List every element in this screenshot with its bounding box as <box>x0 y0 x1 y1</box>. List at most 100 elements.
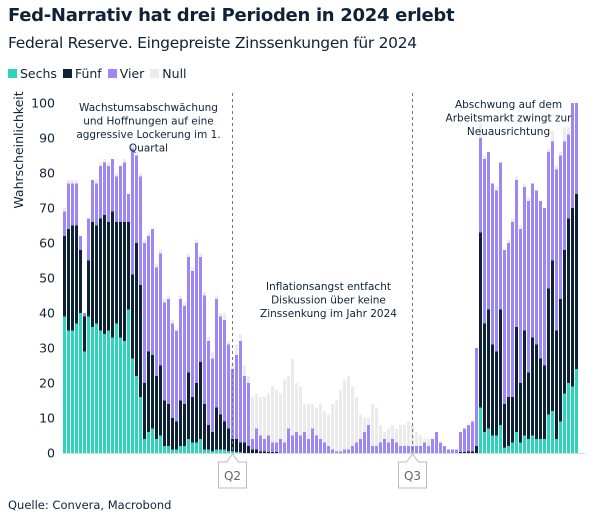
bar-segment-vier <box>247 383 250 446</box>
bar-segment-vier <box>179 299 182 401</box>
bar-segment-fünf <box>191 397 194 443</box>
bar-segment-vier <box>483 159 486 324</box>
legend-swatch <box>62 69 72 78</box>
bar-segment-sechs <box>235 451 238 453</box>
bar-segment-vier <box>375 446 378 453</box>
y-tick-label: 40 <box>39 306 55 321</box>
bar-segment-sechs <box>151 428 154 453</box>
bar-segment-vier <box>79 236 82 250</box>
bar-segment-null <box>527 197 530 201</box>
bar-segment-sechs <box>519 442 522 453</box>
bar-segment-vier <box>515 180 518 327</box>
bar-segment-fünf <box>139 285 142 397</box>
bar-segment-sechs <box>75 323 78 453</box>
y-tick-label: 80 <box>39 166 55 181</box>
annotation-text: Wachstumsabschwächung <box>79 102 218 114</box>
bar-segment-sechs <box>191 442 194 453</box>
bar-segment-vier <box>303 432 306 453</box>
bar-segment-null <box>427 439 430 446</box>
bar-segment-null <box>159 250 162 254</box>
annotation-text: Diskussion über keine <box>271 295 386 307</box>
bar-segment-vier <box>171 323 174 418</box>
bar-segment-sechs <box>551 411 554 453</box>
bar-segment-sechs <box>487 428 490 453</box>
bar-segment-null <box>355 397 358 443</box>
bar-segment-vier <box>479 138 482 233</box>
bar-segment-vier <box>551 141 554 261</box>
bar-segment-null <box>239 334 242 341</box>
bar-segment-null <box>375 407 378 446</box>
bar-segment-fünf <box>471 451 474 453</box>
bar-segment-fünf <box>75 225 78 324</box>
bar-segment-fünf <box>91 222 94 327</box>
annotation-text: aggressive Lockerung im 1. <box>76 129 220 141</box>
bar-segment-sechs <box>199 439 202 453</box>
bar-segment-fünf <box>511 397 514 443</box>
bar-segment-vier <box>219 316 222 415</box>
bar-segment-null <box>139 173 142 177</box>
bar-segment-sechs <box>223 449 226 453</box>
bar-segment-sechs <box>207 449 210 453</box>
bar-segment-vier <box>423 442 426 453</box>
bar-segment-sechs <box>71 330 74 453</box>
bar-segment-fünf <box>223 421 226 450</box>
bar-segment-fünf <box>483 323 486 432</box>
bars <box>63 103 578 453</box>
bar-segment-sechs <box>127 309 130 453</box>
legend-item-vier: Vier <box>107 66 144 81</box>
bar-segment-fünf <box>99 218 102 331</box>
bar-segment-vier <box>351 446 354 453</box>
bar-segment-null <box>379 425 382 443</box>
bar-segment-fünf <box>251 449 254 453</box>
bar-segment-null <box>287 376 290 429</box>
bar-segment-vier <box>439 442 442 453</box>
bar-segment-null <box>271 386 274 443</box>
bar-segment-fünf <box>235 439 238 452</box>
legend-item-null: Null <box>150 66 187 81</box>
bar-segment-sechs <box>67 330 70 453</box>
bar-segment-vier <box>127 194 130 222</box>
bar-segment-null <box>327 414 330 446</box>
bar-segment-null <box>223 313 226 320</box>
bar-segment-fünf <box>147 351 150 432</box>
y-tick-label: 20 <box>39 376 55 391</box>
bar-segment-vier <box>239 341 242 443</box>
bar-segment-vier <box>283 442 286 453</box>
bar-segment-fünf <box>575 194 578 369</box>
bar-segment-sechs <box>99 330 102 453</box>
bar-segment-sechs <box>539 439 542 453</box>
legend-swatch <box>150 69 160 78</box>
bar-segment-vier <box>539 201 542 359</box>
bar-segment-null <box>195 239 198 243</box>
bar-segment-sechs <box>159 435 162 453</box>
bar-segment-vier <box>151 229 154 355</box>
bar-segment-fünf <box>183 404 186 446</box>
bar-segment-vier <box>115 176 118 222</box>
bar-segment-sechs <box>183 446 186 453</box>
bar-segment-null <box>339 390 342 452</box>
bar-segment-vier <box>359 439 362 453</box>
legend-swatch <box>107 69 117 78</box>
bar-segment-sechs <box>571 386 574 453</box>
bar-segment-vier <box>499 162 502 310</box>
bar-segment-null <box>403 425 406 446</box>
bar-segment-null <box>343 379 346 450</box>
bar-segment-vier <box>531 183 534 338</box>
bar-segment-vier <box>183 306 186 404</box>
bar-segment-null <box>267 393 270 436</box>
annotation-text: Arbeitsmarkt zwingt zur <box>446 113 573 125</box>
bar-segment-vier <box>75 183 78 226</box>
bar-segment-null <box>387 428 390 443</box>
bar-segment-vier <box>159 253 162 366</box>
bar-segment-fünf <box>567 218 570 383</box>
annotation-text: Quartal <box>129 143 168 155</box>
y-tick-label: 70 <box>39 201 55 216</box>
bar-segment-sechs <box>575 369 578 453</box>
bar-segment-null <box>295 383 298 432</box>
legend-item-sechs: Sechs <box>8 66 57 81</box>
bar-segment-null <box>171 320 174 324</box>
bar-segment-null <box>235 344 238 355</box>
bar-segment-sechs <box>139 397 142 453</box>
y-tick-label: 100 <box>31 96 55 111</box>
bar-segment-sechs <box>523 435 526 453</box>
